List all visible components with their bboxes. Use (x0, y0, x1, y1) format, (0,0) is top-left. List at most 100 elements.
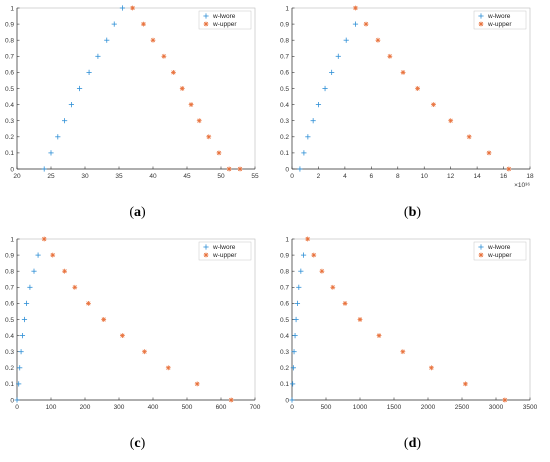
data-point-lwore (291, 349, 297, 355)
data-point-upper (466, 134, 472, 140)
data-point-upper (196, 118, 202, 124)
data-point-upper (305, 236, 311, 242)
legend-box (198, 10, 252, 30)
y-tick-label: 0.2 (5, 134, 14, 141)
x-tick-label: 500 (182, 404, 193, 411)
data-point-upper (50, 252, 56, 258)
y-tick-label: 0 (10, 166, 14, 173)
data-point-upper (387, 53, 393, 59)
y-tick-label: 0.7 (5, 54, 14, 61)
data-point-upper (506, 166, 512, 172)
y-tick-label: 0.3 (5, 349, 14, 356)
y-tick-label: 0 (285, 166, 289, 173)
data-point-upper (165, 365, 171, 371)
x-exponent-label: ×10³⁶ (514, 182, 530, 189)
plot-frame (16, 238, 256, 401)
chart-a: 20 25 30 35 40 45 50 55 0 0.1 0.2 0.3 0.4 0.5 0.6 0.7 0.… (5, 5, 259, 180)
data-point-upper (141, 21, 146, 27)
x-tick-label: 40 (149, 173, 157, 180)
data-point-lwore (322, 85, 328, 92)
x-tick-label: 0 (15, 404, 19, 411)
data-point-upper (400, 349, 406, 355)
panel-b: 0 2 4 6 8 10 12 14 16 18 0 0.1 0.2 0.3 0.4 0.5 0.6 0.7 0.8… (275, 0, 550, 231)
legend-box (473, 241, 527, 261)
x-tick-label: 14 (473, 173, 481, 180)
legend-marker-lwore (478, 244, 484, 250)
y-tick-label: 0.1 (280, 381, 289, 388)
y-tick-label: 0.8 (280, 38, 289, 45)
data-point-upper (194, 381, 200, 387)
data-point-lwore (76, 85, 83, 92)
data-point-upper (72, 284, 78, 290)
y-tick-label: 0 (10, 397, 14, 404)
data-point-upper (431, 102, 436, 107)
x-tick-label: 6 (370, 173, 374, 180)
data-point-lwore (300, 252, 307, 258)
data-point-lwore (48, 150, 54, 156)
data-point-lwore (41, 166, 47, 172)
chart-c: 0 100 200 300 400 500 600 700 0 0.1 0.2 0.3 0.4 0.5 0.… (5, 236, 261, 411)
data-point-upper (216, 150, 222, 156)
data-point-lwore (31, 268, 37, 274)
plot-frame (291, 7, 531, 170)
data-point-lwore (352, 21, 359, 27)
x-tick-label: 200 (80, 404, 91, 411)
x-tick-label: 100 (46, 404, 57, 411)
chart-b: 0 2 4 6 8 10 12 14 16 18 0 0.1 0.2 0.3 0.4 0.5 0.6 0.7 0.8… (280, 5, 534, 189)
y-tick-label: 0.2 (280, 134, 289, 141)
y-tick-label: 0.9 (5, 252, 14, 259)
x-tick-label: 300 (114, 404, 125, 411)
legend-label: w-lwore (487, 13, 511, 20)
legend-marker-lwore (203, 13, 209, 19)
data-point-lwore (104, 37, 110, 43)
y-tick-label: 0.9 (280, 252, 289, 259)
plot-frame (291, 238, 531, 401)
data-point-upper (363, 21, 369, 27)
x-tick-label: 45 (183, 173, 191, 180)
data-point-lwore (16, 381, 22, 387)
legend-marker-upper (203, 252, 209, 258)
data-point-lwore (35, 252, 41, 258)
x-tick-label: 20 (13, 173, 21, 180)
data-point-upper (311, 252, 317, 258)
data-point-lwore (335, 53, 341, 59)
y-tick-label: 0.4 (280, 102, 289, 109)
data-point-lwore (289, 397, 295, 403)
y-tick-label: 0.6 (5, 301, 14, 308)
y-tick-label: 0.7 (280, 285, 289, 292)
x-tick-label: 3500 (523, 404, 538, 411)
y-tick-label: 0 (285, 397, 289, 404)
y-tick-label: 0.1 (5, 150, 14, 157)
data-point-upper (206, 134, 212, 140)
x-tick-label: 4 (343, 173, 347, 180)
x-tick-label: 700 (250, 404, 261, 411)
data-point-lwore (305, 134, 311, 140)
legend-box (473, 10, 527, 30)
y-tick-label: 0.9 (5, 21, 14, 28)
legend-marker-lwore (478, 13, 484, 19)
data-point-upper (342, 301, 348, 306)
y-tick-label: 0.6 (280, 70, 289, 77)
data-point-lwore (23, 300, 30, 306)
x-tick-label: 55 (251, 173, 259, 180)
data-point-upper (353, 5, 358, 11)
data-point-upper (226, 166, 232, 172)
x-tick-label: 35 (115, 173, 123, 180)
data-point-lwore (343, 37, 349, 43)
y-tick-label: 0.6 (5, 70, 14, 77)
data-point-upper (41, 236, 47, 242)
data-point-lwore (296, 284, 302, 290)
y-tick-label: 1 (285, 236, 289, 243)
y-tick-label: 0.2 (280, 365, 289, 372)
y-tick-label: 0.8 (5, 38, 14, 45)
x-tick-label: 400 (148, 404, 159, 411)
y-tick-label: 0.4 (5, 333, 14, 340)
legend-label: w-lwore (212, 13, 236, 20)
legend-box (198, 241, 252, 261)
x-tick-label: 0 (290, 173, 294, 180)
data-point-upper (502, 397, 508, 403)
legend-marker-upper (478, 21, 484, 27)
plot-frame (16, 7, 256, 170)
